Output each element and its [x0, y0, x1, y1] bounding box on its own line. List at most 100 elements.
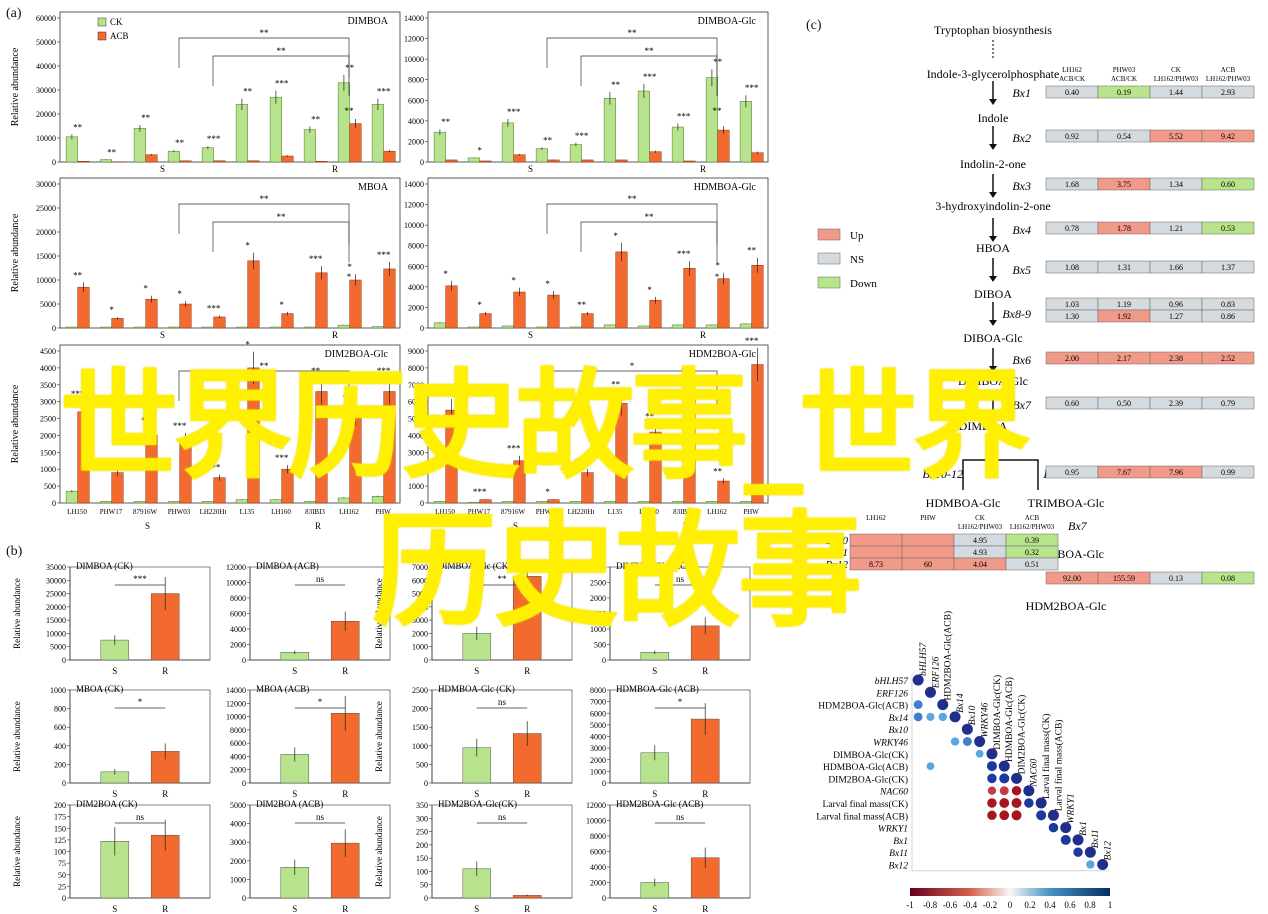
side-table-cell: [849, 533, 903, 547]
bar-acb: [717, 129, 730, 163]
bar-ck: [467, 501, 480, 504]
bar-ck: [637, 325, 650, 329]
corr-col-label: WRKY1: [1067, 794, 1077, 824]
y-tick-label: 6000: [408, 262, 424, 271]
x-tick-label: R: [524, 789, 530, 799]
chart-b-8: HDMBOA-Glc (ACB) 0 1000 2000 3000 4000 5000 600…: [590, 684, 751, 799]
table-cell-value: 92.00: [1063, 574, 1081, 583]
bar-acb: [717, 480, 730, 504]
bar-acb: [315, 391, 328, 504]
y-tick-label: 2500: [590, 579, 606, 588]
x-tick-label: S: [652, 904, 657, 914]
table-cell-value: 155.59: [1113, 574, 1135, 583]
corr-dot: [999, 786, 1009, 796]
bar-acb: [649, 151, 662, 163]
legend-swatch-down: [817, 276, 841, 289]
y-tick-label: 500: [416, 760, 428, 769]
corr-col-label: HDMBOA-Glc(ACB): [1004, 677, 1015, 762]
y-tick-label: 1500: [40, 448, 56, 457]
bar-ck: [269, 96, 282, 163]
side-table-gene: Bx10: [825, 535, 848, 547]
y-tick-label: 4000: [40, 364, 56, 373]
significance-label: *: [245, 241, 250, 251]
y-tick-label: 6000: [590, 709, 606, 718]
y-tick-label: 12000: [404, 201, 424, 210]
bar-acb: [349, 123, 362, 163]
legend-label-ck: CK: [110, 17, 123, 27]
group-label-r: R: [700, 330, 706, 340]
table-cell-value: 0.08: [1221, 574, 1235, 583]
bar-ck: [201, 501, 214, 504]
bracket-label: **: [713, 106, 723, 116]
chart-a-1: DIMBOA0100002000030000400005000060000***…: [10, 11, 401, 174]
corr-row-label: WRKY46: [873, 739, 908, 749]
significance-label: *: [715, 261, 720, 271]
y-axis-label: Relative abundance: [12, 816, 22, 887]
table-cell-value: 2.52: [1221, 354, 1235, 363]
comparison-bracket: [212, 221, 350, 262]
y-tick-label: 6000: [230, 739, 246, 748]
table-cell-value: 1.21: [1169, 224, 1183, 233]
table-cell-value: 1.27: [1169, 312, 1183, 321]
y-tick-label: 15000: [46, 616, 66, 625]
bar-acb: [479, 313, 492, 329]
x-tick-label: S: [474, 789, 479, 799]
significance-label: ns: [498, 697, 507, 707]
bracket-label: **: [277, 46, 287, 56]
y-tick-label: 6000: [230, 610, 246, 619]
bar-acb: [349, 414, 362, 504]
bar-ck: [705, 501, 718, 504]
bar-acb: [615, 159, 628, 163]
group-label-s: S: [160, 330, 165, 340]
y-tick-label: 250: [416, 828, 428, 837]
significance-label: ***: [275, 453, 289, 463]
corr-dot: [987, 810, 997, 821]
y-tick-label: 12000: [226, 563, 246, 572]
significance-label: **: [543, 135, 553, 145]
corr-diagonal-dot: [998, 760, 1010, 772]
table-header: PHW03: [1113, 66, 1136, 74]
corr-diagonal-dot: [961, 723, 973, 735]
y-tick-label: 20000: [36, 228, 56, 237]
y-tick-label: 0: [62, 894, 66, 903]
bar-ck: [201, 147, 214, 163]
bar-acb: [213, 160, 226, 163]
y-tick-label: 12000: [404, 35, 424, 44]
significance-label: **: [107, 147, 117, 157]
corr-dot: [962, 737, 972, 746]
bar-ck: [671, 126, 684, 163]
y-tick-label: 200: [54, 801, 66, 810]
y-tick-label: 2000: [230, 641, 246, 650]
corr-dot: [1036, 810, 1047, 821]
corr-grid-border: [911, 674, 1109, 872]
bar-ck: [371, 104, 384, 163]
y-tick-label: 3000: [230, 838, 246, 847]
chart-title: DIMBOA (CK): [76, 561, 133, 571]
bar-acb: [281, 468, 294, 504]
y-tick-label: 800: [54, 705, 66, 714]
y-tick-label: 4000: [408, 283, 424, 292]
bracket-label: **: [645, 46, 655, 56]
y-tick-label: 100: [54, 848, 66, 857]
significance-label: **: [498, 574, 508, 584]
x-tick-label: R: [162, 904, 168, 914]
chart-b-7: HDMBOA-Glc (CK) 0 500 1000 1500 2000 2500 S Rns R…: [374, 684, 573, 799]
colorbar-tick-label: -0.8: [923, 900, 938, 910]
y-tick-label: 2500: [40, 415, 56, 424]
significance-label: ns: [676, 812, 685, 822]
bar-acb: [179, 160, 192, 163]
significance-label: ***: [377, 366, 391, 376]
significance-label: **: [311, 114, 321, 124]
y-tick-label: 400: [54, 742, 66, 751]
compound-label: 3-hydroxyindolin-2-one: [935, 199, 1050, 213]
y-tick-label: 2000: [408, 137, 424, 146]
y-tick-label: 4000: [230, 752, 246, 761]
chart-title: HDMBOA-Glc: [694, 182, 757, 193]
panel-a-charts: DIMBOA0100002000030000400005000060000***…: [10, 11, 769, 531]
x-tick-label: S: [292, 666, 297, 676]
arrow-head: [989, 366, 997, 372]
x-tick-label: 83IBI3: [673, 508, 693, 516]
y-tick-label: 7000: [412, 563, 428, 572]
x-tick-label: S: [112, 789, 117, 799]
table-cell-value: 2.17: [1117, 354, 1131, 363]
